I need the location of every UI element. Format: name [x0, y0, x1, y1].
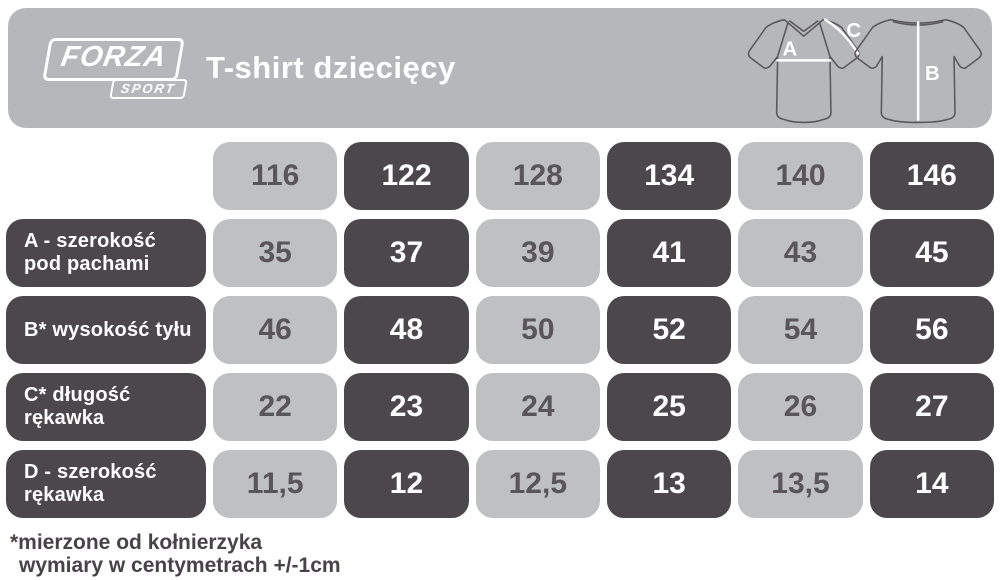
cell-d-146: 14	[869, 450, 994, 518]
brand-logo-main: FORZA	[42, 38, 185, 81]
cell-c-128: 24	[475, 373, 600, 441]
size-header-116: 116	[213, 142, 338, 210]
cell-b-122: 48	[344, 296, 469, 364]
footer-note-line2: wymiary w centymetrach +/-1cm	[19, 554, 341, 578]
measure-label-c: C	[846, 20, 861, 42]
cell-b-116: 46	[213, 296, 338, 364]
cell-a-128: 39	[475, 219, 600, 287]
measure-label-a: A	[782, 39, 797, 61]
brand-logo: FORZA SPORT	[42, 38, 188, 99]
cell-d-134: 13	[607, 450, 732, 518]
size-header-140: 140	[738, 142, 863, 210]
tshirt-back-diagram: B	[854, 18, 982, 124]
row-label-b: B* wysokość tyłu	[6, 296, 206, 364]
page-title: T-shirt dziecięcy	[206, 50, 456, 85]
cell-b-140: 54	[738, 296, 863, 364]
size-header-128: 128	[475, 142, 600, 210]
row-label-d: D - szerokość rękawka	[6, 450, 206, 518]
measure-label-b: B	[925, 63, 940, 85]
table-corner-spacer	[6, 142, 206, 210]
footer-note: *mierzone od kołnierzyka wymiary w centy…	[10, 531, 341, 577]
cell-a-116: 35	[213, 219, 338, 287]
cell-d-128: 12,5	[475, 450, 600, 518]
header-bar: FORZA SPORT T-shirt dziecięcy A C B	[8, 8, 992, 128]
size-header-122: 122	[344, 142, 469, 210]
cell-c-122: 23	[344, 373, 469, 441]
cell-a-134: 41	[607, 219, 732, 287]
cell-d-116: 11,5	[213, 450, 338, 518]
cell-c-134: 25	[607, 373, 732, 441]
cell-c-116: 22	[213, 373, 338, 441]
cell-c-140: 26	[738, 373, 863, 441]
cell-d-122: 12	[344, 450, 469, 518]
tshirt-measurement-diagram: A C B	[747, 18, 982, 124]
cell-c-146: 27	[869, 373, 994, 441]
tshirt-front-diagram: A C	[747, 18, 861, 124]
cell-d-140: 13,5	[738, 450, 863, 518]
footer-note-line1: *mierzone od kołnierzyka	[10, 531, 263, 554]
cell-b-128: 50	[475, 296, 600, 364]
cell-b-134: 52	[607, 296, 732, 364]
cell-a-146: 45	[869, 219, 994, 287]
cell-a-122: 37	[344, 219, 469, 287]
size-table: 116 122 128 134 140 146 A - szerokość po…	[6, 142, 994, 518]
row-label-a: A - szerokość pod pachami	[6, 219, 206, 287]
row-label-c: C* długość rękawka	[6, 373, 206, 441]
size-header-146: 146	[869, 142, 994, 210]
cell-b-146: 56	[869, 296, 994, 364]
size-header-134: 134	[607, 142, 732, 210]
cell-a-140: 43	[738, 219, 863, 287]
brand-logo-sub: SPORT	[109, 79, 188, 99]
